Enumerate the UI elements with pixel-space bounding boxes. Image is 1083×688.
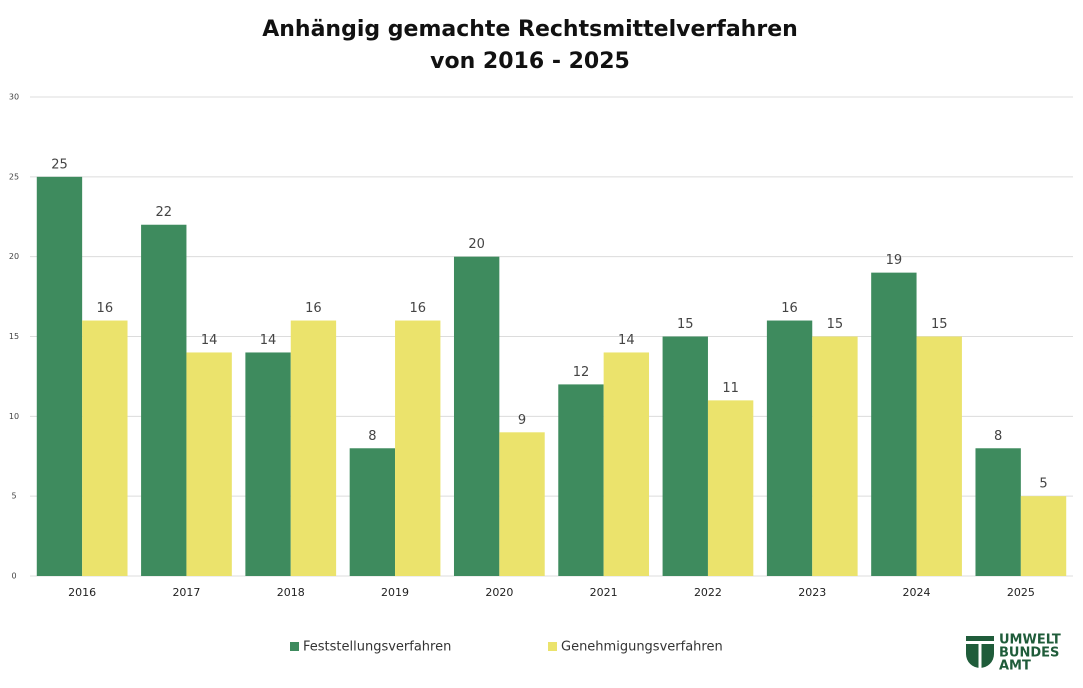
bar bbox=[499, 432, 545, 576]
y-tick-label: 10 bbox=[9, 412, 19, 421]
bar bbox=[141, 224, 187, 576]
y-tick-label: 25 bbox=[9, 172, 19, 181]
bar bbox=[453, 256, 500, 576]
chart-title: Anhängig gemachte Rechtsmittelverfahren bbox=[262, 17, 798, 42]
bar bbox=[603, 352, 650, 576]
chart-title: von 2016 - 2025 bbox=[430, 49, 630, 74]
value-label: 8 bbox=[368, 429, 376, 444]
x-tick-label: 2022 bbox=[694, 586, 722, 599]
value-label: 9 bbox=[518, 413, 526, 428]
y-tick-label: 5 bbox=[11, 492, 16, 501]
bar bbox=[245, 352, 291, 576]
value-label: 25 bbox=[51, 157, 68, 172]
x-tick-label: 2016 bbox=[68, 586, 96, 599]
value-label: 5 bbox=[1039, 477, 1047, 492]
bar bbox=[82, 320, 128, 576]
value-label: 16 bbox=[781, 301, 798, 316]
bar bbox=[871, 272, 917, 576]
x-tick-label: 2017 bbox=[172, 586, 200, 599]
bar bbox=[395, 320, 441, 576]
value-label: 16 bbox=[409, 301, 426, 316]
logo: UMWELT BUNDES AMT bbox=[966, 633, 1061, 674]
x-tick-label: 2025 bbox=[1007, 586, 1035, 599]
value-label: 16 bbox=[305, 301, 322, 316]
value-label: 11 bbox=[722, 381, 739, 396]
bar bbox=[662, 336, 708, 576]
value-label: 8 bbox=[994, 429, 1002, 444]
x-tick-label: 2023 bbox=[798, 586, 826, 599]
x-tick-label: 2018 bbox=[277, 586, 305, 599]
bar bbox=[349, 448, 396, 576]
y-tick-label: 20 bbox=[9, 252, 19, 261]
value-label: 14 bbox=[201, 333, 218, 348]
value-label: 20 bbox=[468, 237, 485, 252]
logo-text: AMT bbox=[999, 659, 1031, 674]
legend-label: Genehmigungsverfahren bbox=[561, 640, 723, 655]
bar bbox=[812, 336, 858, 576]
x-tick-label: 2024 bbox=[903, 586, 931, 599]
y-tick-label: 0 bbox=[11, 572, 16, 581]
bar bbox=[707, 400, 754, 576]
bar bbox=[36, 176, 83, 577]
legend-swatch bbox=[290, 642, 299, 651]
value-label: 12 bbox=[573, 365, 590, 380]
legend-swatch bbox=[548, 642, 557, 651]
logo-text: BUNDES bbox=[999, 646, 1059, 661]
value-label: 15 bbox=[931, 317, 948, 332]
bar bbox=[558, 384, 604, 576]
value-label: 19 bbox=[886, 253, 903, 268]
bar bbox=[186, 352, 232, 576]
value-label: 16 bbox=[97, 301, 114, 316]
bar bbox=[766, 320, 813, 576]
value-label: 22 bbox=[155, 205, 172, 220]
x-tick-label: 2020 bbox=[485, 586, 513, 599]
value-label: 14 bbox=[618, 333, 635, 348]
logo-shape bbox=[966, 636, 994, 641]
x-tick-label: 2019 bbox=[381, 586, 409, 599]
bar bbox=[1020, 496, 1067, 576]
bar bbox=[290, 320, 337, 576]
value-label: 14 bbox=[260, 333, 277, 348]
y-tick-label: 30 bbox=[9, 93, 19, 102]
bar bbox=[916, 336, 962, 576]
x-tick-label: 2021 bbox=[590, 586, 618, 599]
value-label: 15 bbox=[827, 317, 844, 332]
logo-text: UMWELT bbox=[999, 633, 1061, 648]
legend-label: Feststellungsverfahren bbox=[303, 640, 451, 655]
bar bbox=[975, 448, 1021, 576]
y-tick-label: 15 bbox=[9, 332, 19, 341]
value-label: 15 bbox=[677, 317, 694, 332]
